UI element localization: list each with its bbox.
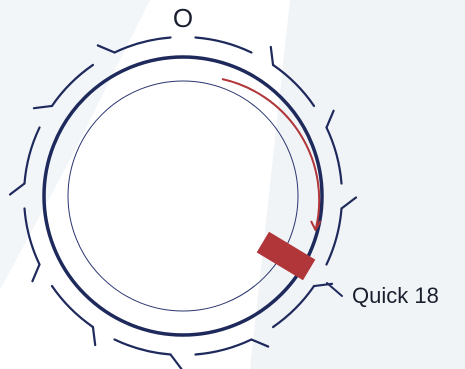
outer-ring-tick	[250, 338, 270, 348]
setting-label: Quick 18	[352, 283, 439, 308]
top-position-label: O	[173, 3, 193, 33]
label-leader-line	[326, 282, 343, 297]
outer-ring-tick	[325, 109, 335, 129]
outer-ring-segment	[271, 284, 316, 329]
outer-ring-tick	[31, 263, 41, 283]
outer-ring-segment	[194, 36, 253, 54]
outer-ring-tick	[91, 325, 97, 347]
outer-ring-segment	[50, 63, 95, 108]
clockwise-arrow-head	[310, 220, 322, 231]
outer-ring-tick	[269, 45, 275, 67]
inner-ring	[67, 80, 299, 312]
outer-ring-tick	[169, 353, 183, 369]
outer-ring-tick	[32, 104, 54, 110]
setting-indicator-icon	[256, 231, 316, 281]
outer-tick-ring	[8, 36, 358, 369]
outer-ring-segment	[50, 284, 95, 329]
outer-ring-tick	[340, 196, 358, 210]
outer-ring-segment	[23, 207, 41, 266]
outer-ring-tick	[96, 44, 116, 54]
outer-ring-segment	[194, 338, 253, 356]
main-ring	[42, 55, 324, 337]
background-shape-left	[0, 0, 150, 290]
outer-ring-segment	[325, 126, 343, 185]
outer-ring-segment	[113, 36, 172, 54]
background-shape-right	[250, 0, 465, 369]
outer-ring-segment	[113, 338, 172, 356]
outer-ring-tick	[8, 182, 26, 196]
outer-ring-segment	[271, 63, 316, 108]
outer-ring-segment	[325, 207, 343, 266]
clockwise-arrow-icon	[221, 78, 321, 229]
outer-ring-segment	[23, 126, 41, 185]
